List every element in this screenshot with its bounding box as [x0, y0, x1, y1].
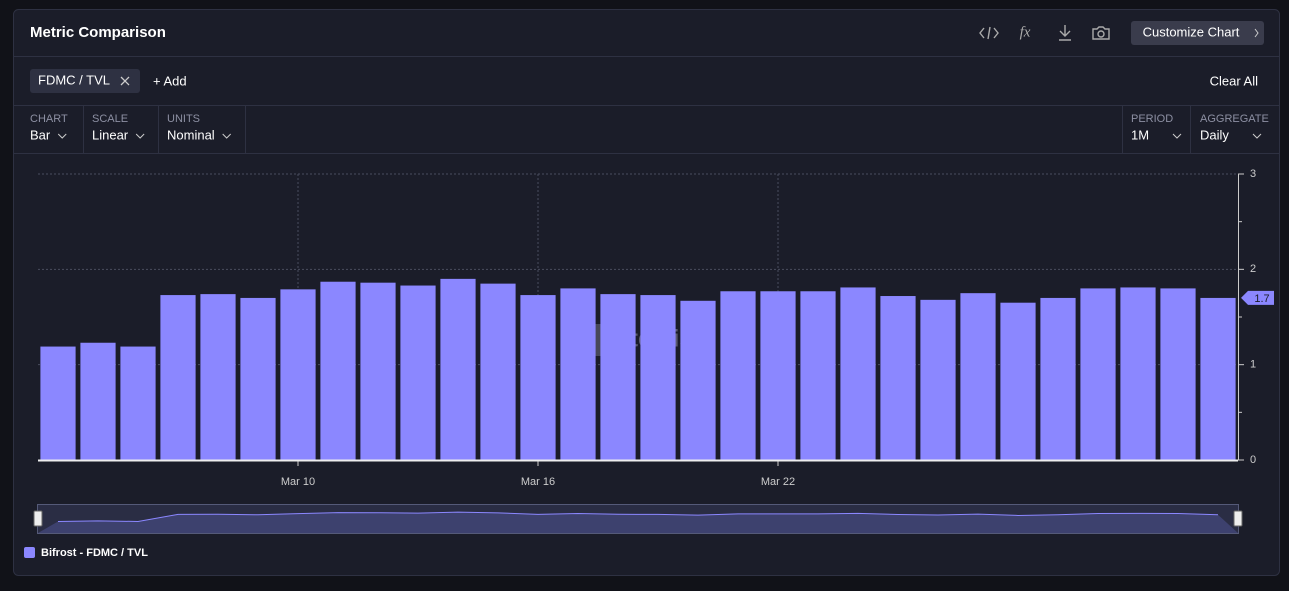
bar [1080, 288, 1116, 460]
legend-label: Bifrost - FDMC / TVL [41, 547, 148, 559]
last-value-label: 1.7 [1254, 293, 1269, 305]
bar [200, 294, 236, 460]
bar [840, 287, 876, 460]
bar [680, 300, 716, 460]
bar [920, 299, 956, 460]
download-icon[interactable] [1059, 25, 1071, 41]
bar [600, 294, 636, 460]
camera-icon[interactable] [1092, 26, 1110, 40]
dropdown-chevron [57, 133, 67, 139]
last-value-marker [1241, 290, 1274, 305]
dropdown-chevron [135, 133, 145, 139]
chevron [1254, 28, 1259, 38]
bar [560, 288, 596, 460]
bar [440, 278, 476, 460]
bar [800, 291, 836, 460]
control-label: CHART [30, 113, 68, 125]
x-tick-label: Mar 16 [521, 476, 555, 488]
bar [640, 295, 676, 460]
bar [120, 346, 156, 460]
bar [960, 293, 996, 460]
title: Metric Comparison [30, 24, 166, 41]
control-value[interactable]: Daily [1200, 127, 1229, 142]
embed-icon[interactable] [979, 26, 999, 40]
y-tick-label: 1 [1250, 359, 1256, 371]
bar [40, 346, 76, 460]
legend-swatch [24, 547, 35, 558]
bar [160, 295, 196, 460]
bar [1200, 297, 1236, 460]
control-label: AGGREGATE [1200, 113, 1269, 125]
customize-button[interactable] [1131, 21, 1264, 45]
bar [400, 285, 436, 460]
bar [320, 281, 356, 460]
bar [520, 295, 556, 460]
bar [280, 289, 316, 460]
navigator-line [57, 511, 1219, 522]
control-value[interactable]: Bar [30, 127, 51, 142]
control-value[interactable]: 1M [1131, 127, 1149, 142]
bar [720, 291, 756, 460]
x-tick-label: Mar 22 [761, 476, 795, 488]
bar [1160, 288, 1196, 460]
camera-lens [1097, 30, 1105, 38]
add-metric[interactable]: + Add [153, 73, 187, 88]
chip-remove[interactable] [120, 76, 130, 86]
control-label: PERIOD [1131, 113, 1173, 125]
bar [80, 342, 116, 460]
formula-icon[interactable]: fx [1020, 24, 1031, 40]
x-tick-label: Mar 10 [281, 476, 315, 488]
navigator-handle[interactable] [33, 510, 43, 527]
chip-label: FDMC / TVL [38, 72, 110, 87]
bar [760, 291, 796, 460]
y-tick-label: 3 [1250, 168, 1256, 180]
bar [480, 283, 516, 460]
dropdown-chevron [1252, 133, 1262, 139]
control-value[interactable]: Nominal [167, 127, 215, 142]
clear-all[interactable]: Clear All [1210, 73, 1259, 88]
control-value[interactable]: Linear [92, 127, 129, 142]
bar [1000, 302, 1036, 460]
bar [240, 297, 276, 460]
control-label: UNITS [167, 113, 200, 125]
navigator-area [38, 512, 1238, 533]
metric-chip[interactable] [30, 69, 140, 93]
dropdown-chevron [1172, 133, 1182, 139]
dropdown-chevron [222, 133, 232, 139]
y-tick-label: 0 [1250, 454, 1256, 466]
bar [360, 282, 396, 460]
customize-label[interactable]: Customize Chart [1143, 24, 1240, 39]
control-label: SCALE [92, 113, 128, 125]
y-tick-label: 2 [1250, 263, 1256, 275]
navigator-handle[interactable] [1233, 510, 1243, 527]
bar [1120, 287, 1156, 460]
bar [880, 296, 916, 460]
bar [1040, 297, 1076, 460]
